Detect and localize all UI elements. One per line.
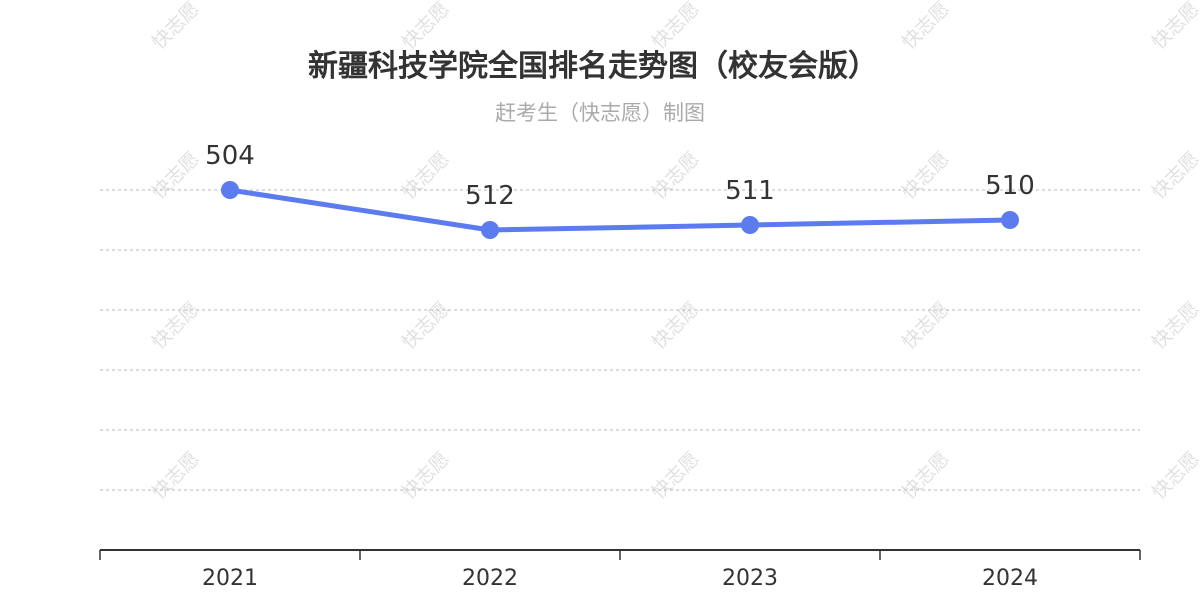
watermark-text: 快志愿 [898,0,954,54]
x-tick-label: 2024 [982,566,1038,591]
watermark-text: 快志愿 [1148,0,1200,54]
series-path [227,187,1013,233]
x-tick-label: 2023 [722,566,778,591]
watermark-text: 快志愿 [148,448,204,504]
x-tick-label: 2022 [462,566,518,591]
data-point [741,216,759,234]
watermark-text: 快志愿 [398,448,454,504]
x-axis: 2021 2022 2023 2024 [99,549,1141,591]
watermark-text: 快志愿 [648,298,704,354]
watermark-text: 快志愿 [648,148,704,204]
watermark-text: 快志愿 [398,298,454,354]
data-point [221,181,239,199]
watermark-text: 快志愿 [648,0,704,54]
watermark-text: 快志愿 [148,298,204,354]
data-point [1001,211,1019,229]
chart-title: 新疆科技学院全国排名走势图（校友会版） [308,49,878,84]
watermark-text: 快志愿 [1148,148,1200,204]
watermark-text: 快志愿 [398,148,454,204]
data-label: 512 [465,181,515,211]
x-tick-label: 2021 [202,566,258,591]
chart-subtitle: 赶考生（快志愿）制图 [495,101,705,125]
watermark-text: 快志愿 [148,0,204,54]
watermark-text: 快志愿 [898,298,954,354]
watermark-text: 快志愿 [898,448,954,504]
data-label: 511 [725,176,775,206]
watermark-text: 快志愿 [1148,448,1200,504]
data-point [481,221,499,239]
watermark-text: 快志愿 [398,0,454,54]
watermark-text: 快志愿 [1148,298,1200,354]
data-label: 504 [205,141,255,171]
series-line: 504 512 511 510 [205,141,1035,239]
watermark-text: 快志愿 [148,148,204,204]
watermark-text: 快志愿 [898,148,954,204]
watermark-text: 快志愿 [648,448,704,504]
data-label: 510 [985,171,1035,201]
grid-lines [100,189,1140,491]
